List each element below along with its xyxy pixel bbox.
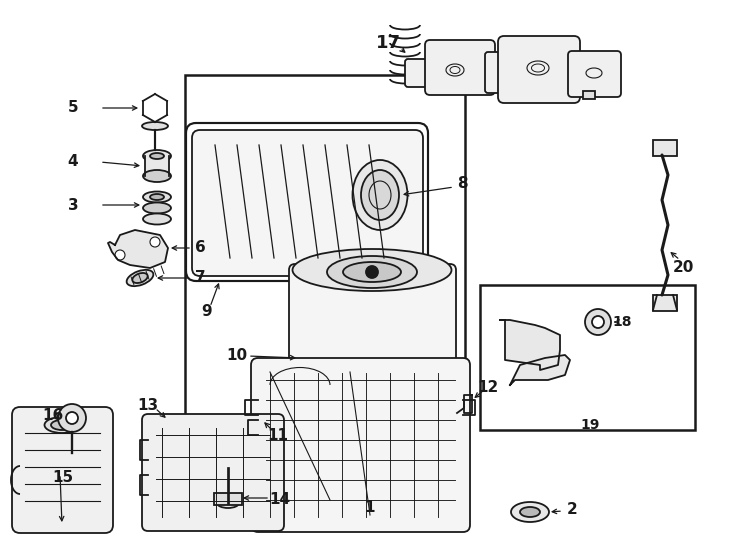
Text: 9: 9 xyxy=(202,305,212,320)
Text: 1: 1 xyxy=(365,501,375,516)
Ellipse shape xyxy=(343,262,401,282)
FancyBboxPatch shape xyxy=(251,358,470,532)
Text: 18: 18 xyxy=(612,315,632,329)
Text: 17: 17 xyxy=(376,34,401,52)
Text: 11: 11 xyxy=(267,428,288,442)
Text: 16: 16 xyxy=(43,408,64,422)
Text: 19: 19 xyxy=(581,418,600,432)
Ellipse shape xyxy=(293,249,451,291)
Polygon shape xyxy=(500,320,560,370)
Text: 14: 14 xyxy=(269,492,291,508)
Ellipse shape xyxy=(511,502,549,522)
Ellipse shape xyxy=(45,417,79,433)
Text: 2: 2 xyxy=(567,503,578,517)
Ellipse shape xyxy=(143,192,171,202)
Polygon shape xyxy=(108,230,168,268)
Ellipse shape xyxy=(143,150,171,162)
Circle shape xyxy=(66,412,78,424)
Ellipse shape xyxy=(150,194,164,200)
Text: 4: 4 xyxy=(68,154,79,170)
FancyBboxPatch shape xyxy=(498,36,580,103)
Text: 3: 3 xyxy=(68,198,79,213)
FancyBboxPatch shape xyxy=(568,51,621,97)
Ellipse shape xyxy=(143,170,171,182)
Text: 12: 12 xyxy=(477,381,498,395)
Text: 8: 8 xyxy=(457,176,468,191)
Circle shape xyxy=(585,309,611,335)
FancyBboxPatch shape xyxy=(405,59,433,87)
Bar xyxy=(145,156,169,176)
Bar xyxy=(214,493,242,505)
FancyBboxPatch shape xyxy=(12,407,113,533)
Text: 20: 20 xyxy=(672,260,694,275)
Ellipse shape xyxy=(352,160,407,230)
Ellipse shape xyxy=(132,273,148,283)
Ellipse shape xyxy=(51,420,73,430)
Ellipse shape xyxy=(142,122,168,130)
FancyBboxPatch shape xyxy=(485,52,509,93)
Ellipse shape xyxy=(127,270,153,286)
FancyBboxPatch shape xyxy=(289,264,456,451)
Ellipse shape xyxy=(361,170,399,220)
Text: 6: 6 xyxy=(195,240,206,254)
Circle shape xyxy=(150,237,160,247)
Ellipse shape xyxy=(217,498,239,508)
Text: 13: 13 xyxy=(137,397,159,413)
Text: 5: 5 xyxy=(68,100,79,116)
FancyBboxPatch shape xyxy=(192,130,423,276)
Ellipse shape xyxy=(327,256,417,288)
Ellipse shape xyxy=(143,213,171,225)
Ellipse shape xyxy=(520,507,540,517)
Ellipse shape xyxy=(143,202,171,213)
Bar xyxy=(480,285,695,430)
FancyBboxPatch shape xyxy=(425,40,495,95)
Bar xyxy=(185,75,465,490)
Bar xyxy=(653,140,677,156)
Polygon shape xyxy=(510,355,570,385)
Bar xyxy=(653,295,677,311)
Circle shape xyxy=(592,316,604,328)
Text: 15: 15 xyxy=(52,469,73,484)
Circle shape xyxy=(115,250,125,260)
Ellipse shape xyxy=(150,153,164,159)
Circle shape xyxy=(58,404,86,432)
FancyBboxPatch shape xyxy=(142,414,284,531)
Bar xyxy=(583,91,595,99)
Circle shape xyxy=(366,266,378,278)
Text: 7: 7 xyxy=(195,271,206,286)
Text: 10: 10 xyxy=(226,348,247,362)
Ellipse shape xyxy=(293,424,451,466)
